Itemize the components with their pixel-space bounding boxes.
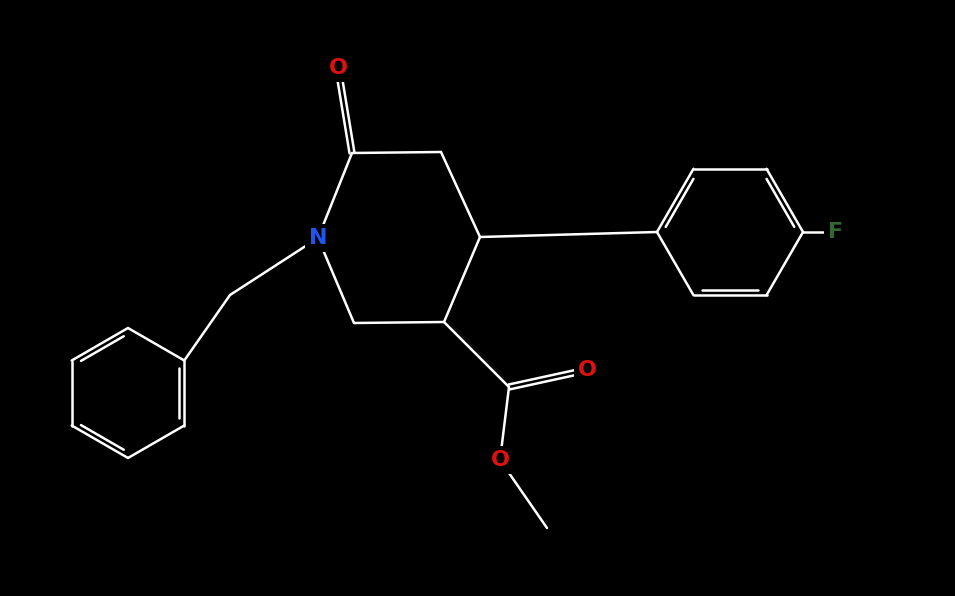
- Text: F: F: [828, 222, 843, 242]
- Text: N: N: [308, 228, 328, 248]
- Text: O: O: [491, 450, 510, 470]
- Text: O: O: [329, 58, 348, 78]
- Text: O: O: [578, 360, 597, 380]
